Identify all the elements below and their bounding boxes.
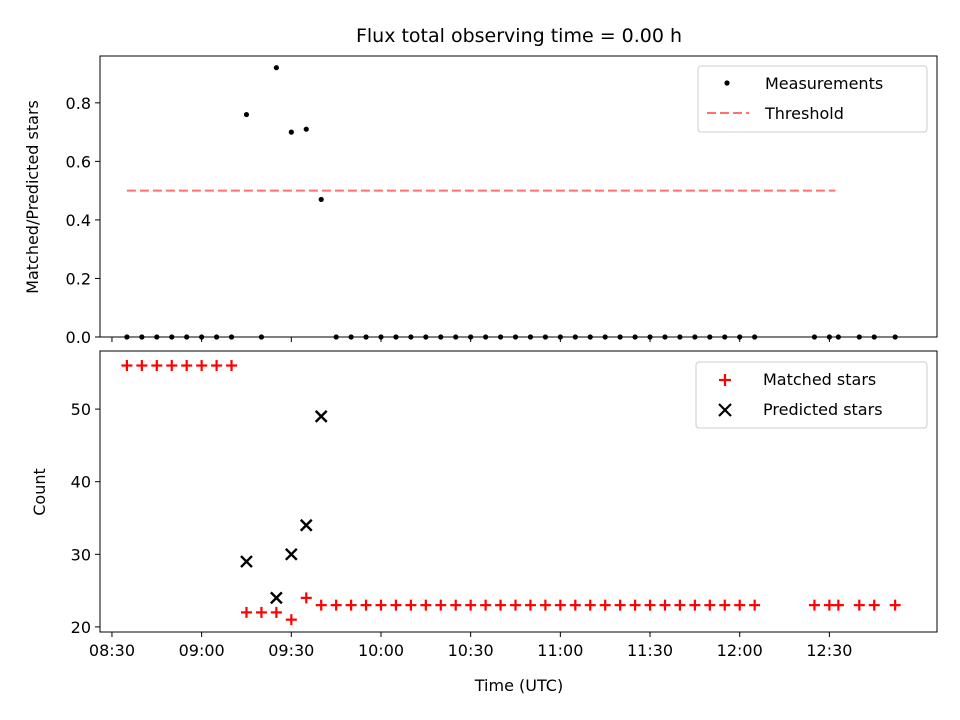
legend-measurements-label: Measurements xyxy=(765,74,883,93)
matched-point xyxy=(465,599,477,611)
bottom-legend: Matched stars Predicted stars xyxy=(695,361,928,429)
matched-point xyxy=(674,599,686,611)
matched-point xyxy=(136,360,148,372)
top-y-tick-label: 0.8 xyxy=(66,94,91,113)
legend-threshold-label: Threshold xyxy=(764,104,844,123)
matched-point xyxy=(614,599,626,611)
bottom-axes-frame xyxy=(99,350,938,633)
top-axes-frame xyxy=(99,55,938,338)
matched-point xyxy=(390,599,402,611)
measurement-point xyxy=(303,126,309,132)
bottom-y-tick-label: 40 xyxy=(71,473,91,492)
top-legend: Measurements Threshold xyxy=(697,65,928,133)
matched-points xyxy=(121,360,901,626)
predicted-point xyxy=(240,555,253,568)
matched-point xyxy=(889,599,901,611)
bottom-panel: 20 30 40 50 08:30 09:00 09:30 10:00 10:30 11:00 1… xyxy=(30,350,938,695)
x-tick-label: 09:30 xyxy=(268,641,314,660)
matched-point xyxy=(808,599,820,611)
matched-point xyxy=(480,599,492,611)
predicted-point xyxy=(314,410,328,423)
x-tick-label: 08:30 xyxy=(89,641,135,660)
matched-point xyxy=(495,599,507,611)
top-y-tick-label: 0.6 xyxy=(66,152,91,171)
matched-point xyxy=(330,599,342,611)
predicted-point xyxy=(299,518,313,532)
matched-point xyxy=(255,606,267,618)
legend-predicted-marker xyxy=(718,403,732,417)
matched-point xyxy=(375,599,387,611)
matched-point xyxy=(853,599,865,611)
matched-point xyxy=(689,599,701,611)
x-tick-label: 10:00 xyxy=(358,641,404,660)
matched-point xyxy=(196,360,208,372)
predicted-point xyxy=(284,547,298,561)
top-y-tick-label: 0.0 xyxy=(66,328,91,347)
matched-point xyxy=(121,360,133,372)
measurement-point xyxy=(243,111,250,118)
matched-point xyxy=(734,599,746,611)
matched-point xyxy=(270,606,282,618)
matched-point xyxy=(315,599,327,611)
matched-point xyxy=(524,599,536,611)
matched-point xyxy=(226,360,238,372)
x-tick-label: 11:30 xyxy=(627,641,673,660)
matched-point xyxy=(629,599,641,611)
matched-point xyxy=(584,599,596,611)
x-axis-title: Time (UTC) xyxy=(474,676,563,695)
matched-point xyxy=(300,592,312,604)
matched-point xyxy=(166,360,178,372)
bottom-y-tick-label: 30 xyxy=(71,545,91,564)
matched-point xyxy=(420,599,432,611)
matched-point xyxy=(749,599,761,611)
matched-point xyxy=(832,599,844,611)
matched-point xyxy=(240,606,252,618)
matched-point xyxy=(360,599,372,611)
matched-point xyxy=(644,599,656,611)
matched-point xyxy=(704,599,716,611)
top-ylabel: Matched/Predicted stars xyxy=(23,100,42,294)
matched-point xyxy=(405,599,417,611)
matched-point xyxy=(569,599,581,611)
bottom-y-tick-label: 50 xyxy=(71,400,91,419)
matched-point xyxy=(285,614,297,626)
x-tick-label: 10:30 xyxy=(448,641,494,660)
predicted-point xyxy=(270,591,283,605)
matched-point xyxy=(450,599,462,611)
legend-measurements-marker xyxy=(724,80,730,86)
x-tick-label: 09:00 xyxy=(179,641,225,660)
matched-point xyxy=(181,360,193,372)
matched-point xyxy=(510,599,522,611)
matched-point xyxy=(719,599,731,611)
top-panel: 0.00.20.40.60.8 Matched/Predicted stars … xyxy=(23,55,938,347)
x-tick-label: 12:00 xyxy=(717,641,763,660)
measurement-point xyxy=(288,129,294,135)
measurement-point xyxy=(273,65,279,71)
legend-matched-marker xyxy=(719,374,731,386)
legend-predicted-label: Predicted stars xyxy=(763,400,883,419)
matched-point xyxy=(868,599,880,611)
matched-point xyxy=(539,599,551,611)
x-tick-label: 11:00 xyxy=(537,641,583,660)
matched-point xyxy=(211,360,223,372)
matched-point xyxy=(659,599,671,611)
matched-point xyxy=(554,599,566,611)
x-tick-label: 12:30 xyxy=(806,641,852,660)
top-y-tick-label: 0.2 xyxy=(66,269,91,288)
bottom-y-tick-label: 20 xyxy=(71,618,91,637)
matched-point xyxy=(435,599,447,611)
top-y-tick-label: 0.4 xyxy=(66,211,91,230)
legend-matched-label: Matched stars xyxy=(763,370,876,389)
matched-point xyxy=(151,360,163,372)
chart-title: Flux total observing time = 0.00 h xyxy=(356,25,682,47)
predicted-points xyxy=(240,410,328,605)
bottom-ylabel: Count xyxy=(30,468,49,516)
matched-point xyxy=(345,599,357,611)
matched-point xyxy=(599,599,611,611)
measurement-point xyxy=(318,196,324,203)
